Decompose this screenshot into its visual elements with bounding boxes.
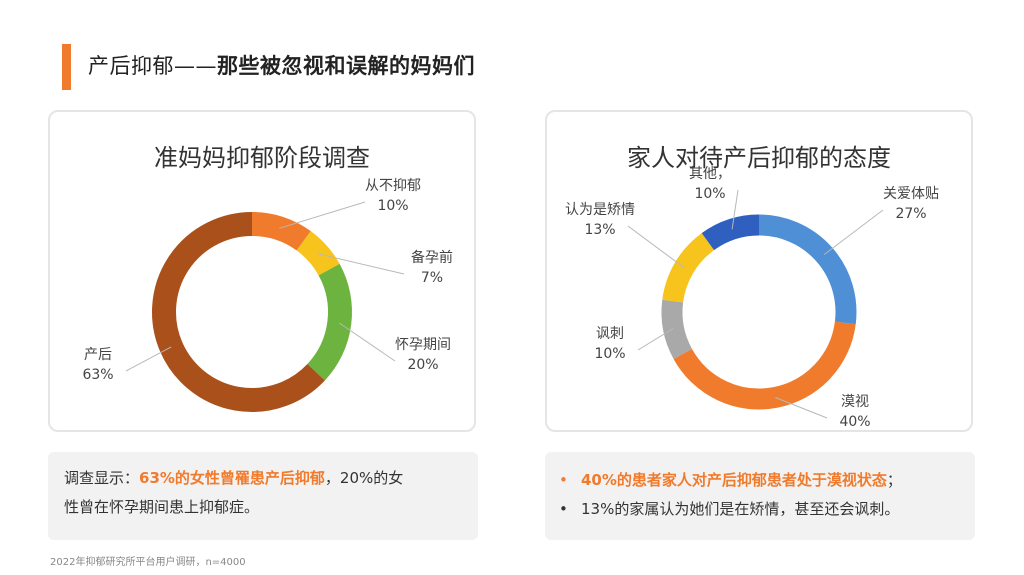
chart-card-right: 家人对待产后抑郁的态度 关爱体贴 27% 漠视 40% 讽刺 10% 认为是矫情 13% 其他，… — [545, 110, 973, 432]
note-line1-rest: ，20%的女 — [324, 469, 404, 487]
finding-note-right: • 40%的患者家人对产后抑郁患者处于漠视状态； • 13%的家属认为她们是在矫情，… — [545, 452, 975, 540]
slice-value-label: 10% — [377, 198, 408, 214]
note-bullet-2: • 13%的家属认为她们是在矫情，甚至还会讽刺。 — [559, 495, 963, 524]
slice-label: 备孕前 — [411, 249, 453, 266]
source-footnote: 2022年抑郁研究所平台用户调研，n=4000 — [50, 557, 246, 568]
note-prefix: 调查显示： — [64, 469, 140, 487]
chart-title-right: 家人对待产后抑郁的态度 — [627, 144, 891, 172]
note-bullet-1-highlight: 40%的患者家人对产后抑郁患者处于漠视状态 — [581, 471, 887, 489]
note-bullet-1: • 40%的患者家人对产后抑郁患者处于漠视状态； — [559, 466, 963, 495]
note-highlight: 63%的女性曾罹患产后抑郁 — [139, 469, 325, 487]
slice-label: 认为是矫情 — [565, 202, 635, 218]
leader-line — [125, 346, 172, 372]
slice-value-label: 10% — [594, 346, 625, 362]
slice-label: 讽刺 — [596, 326, 624, 342]
bullet-dot: • — [559, 471, 568, 489]
donut-slice — [661, 299, 693, 359]
note-bullet-2-text: 13%的家属认为她们是在矫情，甚至还会讽刺。 — [581, 500, 900, 518]
slice-value-label: 13% — [584, 222, 615, 238]
donut-slice — [152, 212, 325, 412]
chart-title-left: 准妈妈抑郁阶段调查 — [154, 144, 370, 172]
slice-label: 产后 — [84, 347, 112, 363]
slice-value-label: 40% — [839, 414, 870, 430]
leader-line — [637, 327, 674, 351]
donut-slice — [307, 263, 352, 381]
leader-line — [731, 189, 739, 230]
slice-label: 关爱体贴 — [883, 186, 939, 202]
slice-value-label: 20% — [407, 357, 438, 373]
leader-line — [627, 225, 685, 269]
leader-line — [775, 397, 828, 419]
leader-line — [317, 253, 405, 275]
title-accent-bar — [62, 44, 71, 90]
donut-slice — [701, 214, 760, 251]
slice-label: 漠视 — [841, 394, 869, 410]
slice-label: 从不抑郁 — [365, 178, 421, 194]
bullet-dot: • — [559, 500, 568, 518]
slice-value-label: 10% — [694, 186, 725, 202]
slide-title: 产后抑郁——那些被忽视和误解的妈妈们 — [88, 54, 475, 78]
leader-line — [279, 201, 366, 229]
donut-slice — [296, 231, 340, 276]
donut-slice — [758, 214, 857, 325]
donut-chart-right: 关爱体贴 27% 漠视 40% 讽刺 10% 认为是矫情 13% 其他， 10% — [565, 166, 939, 430]
leader-line — [339, 322, 396, 362]
donut-slice — [673, 321, 856, 410]
donut-slice — [662, 233, 715, 303]
donut-chart-left: 从不抑郁 10% 备孕前 7% 怀孕期间 20% 产后 63% — [82, 178, 453, 412]
donut-slice — [251, 212, 311, 251]
slice-label: 怀孕期间 — [395, 337, 451, 353]
slice-value-label: 7% — [421, 270, 443, 286]
slice-value-label: 63% — [82, 367, 113, 383]
finding-note-left: 调查显示：63%的女性曾罹患产后抑郁，20%的女 性曾在怀孕期间患上抑郁症。 — [48, 452, 478, 540]
slice-label: 其他， — [689, 166, 731, 182]
leader-line — [823, 209, 884, 255]
slice-value-label: 27% — [895, 206, 926, 222]
chart-card-left: 准妈妈抑郁阶段调查 从不抑郁 10% 备孕前 7% 怀孕期间 20% 产后 63% — [48, 110, 476, 432]
note-line2: 性曾在怀孕期间患上抑郁症。 — [64, 498, 260, 516]
